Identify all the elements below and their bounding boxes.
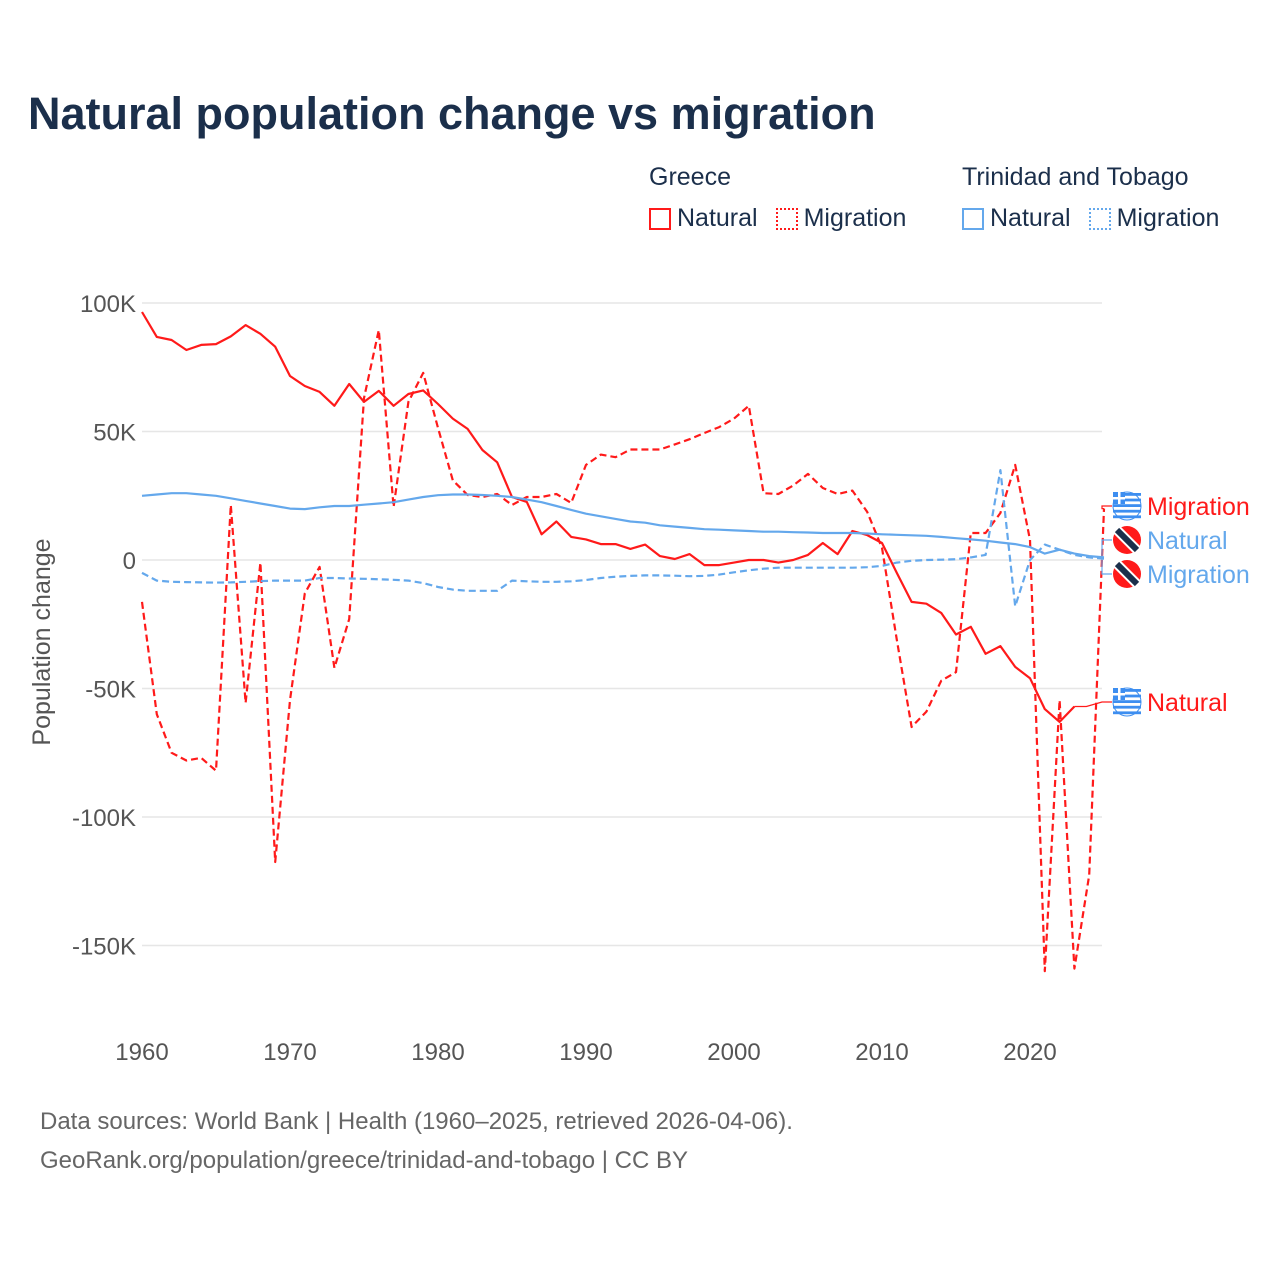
series-line-trinidad-and-tobago-migration[interactable]: [141, 469, 1105, 608]
end-label-greece-natural: Natural: [1147, 689, 1228, 717]
y-tick-label: -50K: [85, 677, 136, 704]
x-tick-label: 2000: [707, 1039, 760, 1066]
solid-swatch-icon: [649, 207, 671, 230]
label-connector: [1101, 505, 1112, 510]
dotted-swatch-icon: [775, 207, 798, 230]
dotted-swatch-icon: [1088, 207, 1111, 230]
x-tick-label: 2010: [855, 1039, 908, 1066]
end-label-trinidad-and-tobago-natural: Natural: [1147, 527, 1228, 555]
y-tick-label: -150K: [72, 934, 136, 961]
legend-label: Natural: [990, 204, 1071, 232]
x-tick-label: 1990: [559, 1039, 612, 1066]
legend-label: Natural: [677, 204, 758, 232]
footer-source: Data sources: World Bank | Health (1960–…: [40, 1108, 793, 1135]
y-tick-label: 0: [123, 548, 136, 575]
legend-group-title: Greece: [649, 163, 731, 191]
legend-item-trinidad-migration[interactable]: Migration: [1088, 204, 1220, 233]
y-tick-label: 100K: [80, 291, 136, 318]
legend-item-greece-natural[interactable]: Natural: [649, 204, 758, 233]
chart-title: Natural population change vs migration: [28, 88, 876, 139]
x-tick-label: 1970: [263, 1039, 316, 1066]
solid-swatch-icon: [962, 207, 984, 230]
x-tick-label: 1960: [115, 1039, 168, 1066]
end-label-greece-migration: Migration: [1147, 493, 1250, 521]
trinidad-flag-icon: [1113, 526, 1141, 554]
x-tick-label: 1980: [411, 1039, 464, 1066]
footer-link[interactable]: GeoRank.org/population/greece/trinidad-a…: [40, 1147, 688, 1174]
x-tick-label: 2020: [1003, 1039, 1056, 1066]
greece-flag-icon: [1112, 491, 1142, 521]
series-line-greece-migration[interactable]: [140, 328, 1106, 973]
legend-item-trinidad-natural[interactable]: Natural: [962, 204, 1071, 233]
legend-label: Migration: [803, 204, 907, 232]
legend-label: Migration: [1116, 204, 1220, 232]
label-connector: [1101, 558, 1112, 575]
series-line-greece-natural[interactable]: [141, 311, 1076, 723]
end-label-trinidad-and-tobago-migration: Migration: [1147, 561, 1250, 589]
y-tick-label: 50K: [93, 420, 136, 447]
legend-group-trinidad: Trinidad and Tobago Natural Migration: [962, 163, 1219, 233]
series-line-trinidad-and-tobago-natural[interactable]: [141, 492, 1105, 559]
greece-flag-icon: [1112, 687, 1142, 717]
legend-item-greece-migration[interactable]: Migration: [775, 204, 907, 233]
legend-group-greece: Greece Natural Migration: [649, 163, 906, 233]
y-axis-label: Population change: [28, 538, 56, 745]
label-connector: [1101, 539, 1112, 559]
label-connector: [1074, 701, 1112, 708]
trinidad-flag-icon: [1113, 560, 1141, 588]
y-tick-label: -100K: [72, 805, 136, 832]
legend-group-title: Trinidad and Tobago: [962, 163, 1189, 191]
